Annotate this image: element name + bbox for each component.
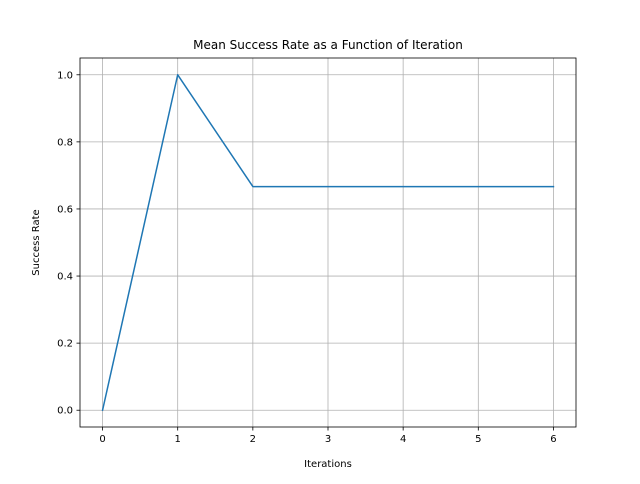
y-tick-label: 0.8: [57, 137, 73, 148]
x-tick-label: 1: [175, 434, 181, 445]
y-axis-label: Success Rate: [31, 209, 42, 275]
x-tick-label: 2: [250, 434, 256, 445]
x-axis-ticks: 0 1 2 3 4 5 6: [99, 427, 557, 445]
x-tick-label: 5: [475, 434, 481, 445]
y-tick-label: 0.0: [57, 406, 73, 417]
x-tick-label: 0: [99, 434, 105, 445]
series-layer: [101, 74, 555, 412]
y-tick-label: 0.2: [57, 339, 73, 350]
success-rate-line: [101, 74, 555, 412]
chart-title: Mean Success Rate as a Function of Itera…: [193, 38, 463, 52]
grid: [80, 58, 576, 427]
y-axis-ticks: 0.0 0.2 0.4 0.6 0.8 1.0: [57, 70, 80, 417]
y-tick-label: 0.4: [57, 272, 73, 283]
x-tick-label: 6: [550, 434, 556, 445]
x-tick-label: 3: [325, 434, 331, 445]
x-tick-label: 4: [400, 434, 406, 445]
y-tick-label: 1.0: [57, 70, 73, 81]
y-tick-label: 0.6: [57, 204, 73, 215]
x-axis-label: Iterations: [304, 459, 352, 470]
